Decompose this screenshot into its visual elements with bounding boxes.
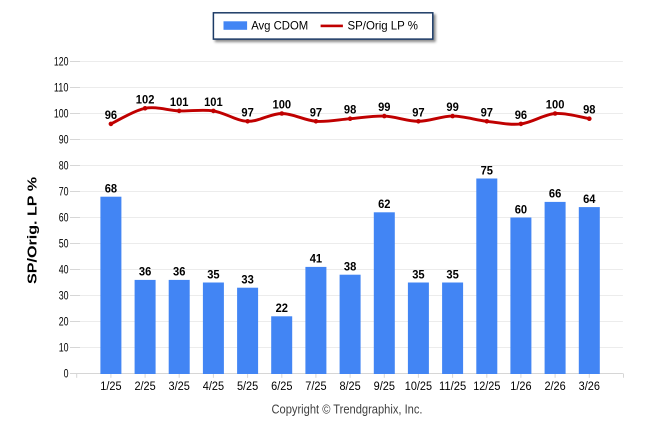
svg-text:41: 41	[310, 252, 323, 266]
svg-text:98: 98	[344, 103, 357, 117]
svg-text:90: 90	[59, 134, 69, 146]
svg-text:101: 101	[204, 95, 223, 109]
svg-text:60: 60	[515, 202, 528, 216]
svg-text:2/26: 2/26	[544, 381, 565, 393]
svg-text:10/25: 10/25	[405, 381, 432, 393]
svg-text:66: 66	[549, 187, 562, 201]
svg-text:35: 35	[207, 267, 220, 281]
svg-text:101: 101	[170, 95, 189, 109]
svg-text:75: 75	[481, 163, 494, 177]
svg-text:102: 102	[136, 92, 155, 106]
svg-text:30: 30	[59, 290, 69, 302]
svg-text:8/25: 8/25	[339, 381, 360, 393]
svg-text:10: 10	[59, 342, 69, 354]
svg-text:1/25: 1/25	[100, 381, 121, 393]
svg-text:97: 97	[412, 105, 425, 119]
svg-text:6/25: 6/25	[271, 381, 292, 393]
svg-text:20: 20	[59, 316, 69, 328]
svg-text:12/25: 12/25	[473, 381, 500, 393]
svg-text:97: 97	[310, 105, 323, 119]
svg-text:4/25: 4/25	[203, 381, 224, 393]
svg-text:70: 70	[59, 186, 69, 198]
svg-text:62: 62	[378, 197, 391, 211]
svg-text:60: 60	[59, 212, 69, 224]
svg-text:11/25: 11/25	[439, 381, 466, 393]
svg-text:99: 99	[378, 100, 391, 114]
svg-text:68: 68	[105, 182, 118, 196]
svg-text:1/26: 1/26	[510, 381, 531, 393]
svg-text:2/25: 2/25	[134, 381, 155, 393]
svg-text:9/25: 9/25	[374, 381, 395, 393]
svg-text:110: 110	[54, 82, 69, 94]
svg-text:22: 22	[276, 301, 289, 315]
svg-text:120: 120	[54, 56, 69, 68]
svg-text:64: 64	[583, 192, 596, 206]
svg-text:3/26: 3/26	[579, 381, 600, 393]
svg-text:7/25: 7/25	[305, 381, 326, 393]
svg-text:97: 97	[481, 105, 494, 119]
svg-text:36: 36	[139, 265, 152, 279]
svg-text:96: 96	[515, 108, 528, 122]
svg-text:35: 35	[412, 267, 425, 281]
svg-text:40: 40	[59, 264, 69, 276]
svg-text:98: 98	[583, 103, 596, 117]
svg-text:5/25: 5/25	[237, 381, 258, 393]
svg-text:97: 97	[241, 105, 254, 119]
svg-text:SP/Orig. LP %: SP/Orig. LP %	[24, 176, 39, 284]
svg-text:99: 99	[446, 100, 459, 114]
svg-text:100: 100	[54, 108, 69, 120]
svg-text:50: 50	[59, 238, 69, 250]
svg-text:3/25: 3/25	[169, 381, 190, 393]
svg-text:33: 33	[241, 273, 254, 287]
svg-text:0: 0	[64, 368, 69, 380]
svg-text:80: 80	[59, 160, 69, 172]
svg-text:38: 38	[344, 260, 357, 274]
svg-text:Avg CDOM: Avg CDOM	[251, 19, 308, 33]
svg-text:35: 35	[446, 267, 459, 281]
svg-text:100: 100	[273, 98, 292, 112]
svg-text:Copyright © Trendgraphix, Inc.: Copyright © Trendgraphix, Inc.	[272, 402, 423, 417]
svg-text:96: 96	[105, 108, 118, 122]
svg-text:36: 36	[173, 265, 186, 279]
svg-text:SP/Orig LP %: SP/Orig LP %	[348, 19, 419, 33]
svg-text:100: 100	[546, 98, 565, 112]
